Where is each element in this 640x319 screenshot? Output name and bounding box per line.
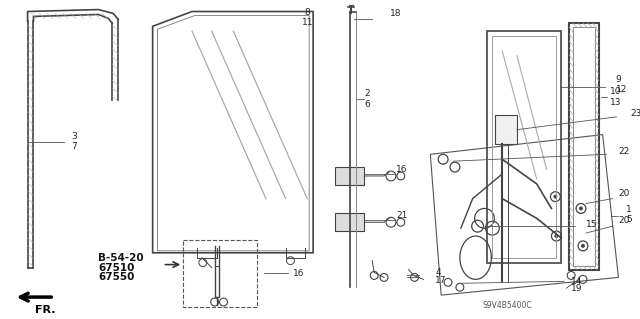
Text: 16: 16	[396, 165, 408, 174]
Text: 9
12: 9 12	[616, 75, 627, 94]
Text: 17: 17	[435, 276, 447, 285]
Circle shape	[581, 244, 585, 248]
Text: 20: 20	[618, 216, 630, 225]
Bar	[335, 213, 364, 231]
Text: 15: 15	[586, 220, 597, 229]
Text: 67510: 67510	[99, 263, 135, 273]
Text: 67550: 67550	[99, 272, 135, 282]
Text: 21: 21	[396, 211, 407, 220]
Text: 16: 16	[294, 269, 305, 278]
Text: 10
13: 10 13	[609, 87, 621, 107]
Circle shape	[554, 195, 557, 199]
Text: 20: 20	[618, 189, 630, 198]
Text: B-54-20: B-54-20	[99, 253, 144, 263]
Text: 14: 14	[571, 277, 582, 286]
Text: 3
7: 3 7	[71, 132, 77, 151]
Bar	[183, 240, 257, 307]
Text: 19: 19	[571, 284, 582, 293]
Bar	[495, 115, 517, 145]
Bar	[335, 167, 364, 185]
Circle shape	[579, 206, 583, 211]
Text: 22: 22	[618, 147, 630, 156]
Text: S9V4B5400C: S9V4B5400C	[483, 301, 532, 310]
Text: 23: 23	[630, 109, 640, 118]
Text: 1
5: 1 5	[627, 205, 632, 224]
Text: 18: 18	[390, 9, 401, 18]
Text: 4: 4	[435, 268, 441, 277]
Text: FR.: FR.	[35, 305, 56, 315]
Text: 8
11: 8 11	[301, 8, 313, 27]
Text: 2
6: 2 6	[364, 89, 370, 109]
Circle shape	[554, 234, 558, 238]
